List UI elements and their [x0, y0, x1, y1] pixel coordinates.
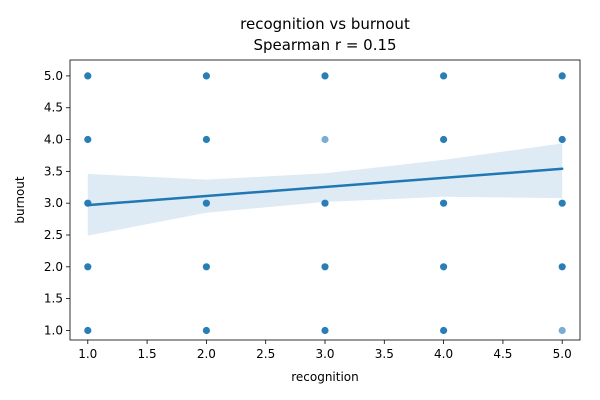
scatter-point — [558, 199, 566, 207]
x-tick-label: 1.0 — [78, 347, 97, 361]
x-tick-label: 2.0 — [197, 347, 216, 361]
scatter-point — [84, 326, 92, 335]
regression-line-layer — [86, 167, 564, 207]
scatter-point — [202, 326, 210, 335]
y-tick-label: 1.5 — [44, 292, 63, 306]
scatter-point — [202, 263, 210, 271]
scatter-point — [321, 135, 329, 144]
y-tick-label: 4.5 — [44, 101, 63, 115]
scatter-point — [440, 263, 448, 271]
y-tick-label: 5.0 — [44, 69, 63, 83]
confidence-band-layer — [87, 143, 563, 236]
scatter-point — [202, 199, 210, 207]
y-tick-label: 3.0 — [44, 196, 63, 210]
x-tick-label: 3.0 — [315, 347, 334, 361]
x-ticks: 1.0 1.5 2.0 2.5 3.0 3.5 4.0 4.5 5.0 — [78, 340, 572, 361]
y-tick-label: 3.5 — [44, 164, 63, 178]
x-axis-label: recognition — [291, 370, 359, 384]
scatter-point — [440, 199, 448, 207]
chart-title: recognition vs burnout — [240, 15, 410, 33]
y-tick-label: 2.5 — [44, 228, 63, 242]
x-tick-label: 1.5 — [138, 347, 157, 361]
scatter-point — [440, 72, 448, 80]
scatter-point — [321, 199, 329, 207]
x-tick-label: 4.5 — [493, 347, 512, 361]
scatter-point — [84, 135, 92, 144]
y-tick-label: 4.0 — [44, 133, 63, 147]
scatter-point — [558, 135, 566, 144]
scatter-point — [84, 263, 92, 271]
scatter-point — [558, 326, 566, 335]
x-tick-label: 5.0 — [553, 347, 572, 361]
scatter-point — [202, 72, 210, 80]
x-tick-label: 4.0 — [434, 347, 453, 361]
scatter-point — [440, 326, 448, 335]
points-layer — [84, 72, 566, 335]
y-tick-label: 2.0 — [44, 260, 63, 274]
regression-line — [86, 167, 564, 207]
scatter-point — [558, 72, 566, 80]
scatter-point — [321, 263, 329, 271]
confidence-band — [87, 143, 563, 236]
scatter-point — [321, 326, 329, 335]
y-tick-label: 1.0 — [44, 323, 63, 337]
scatter-point — [84, 72, 92, 80]
scatter-point — [321, 72, 329, 80]
chart-subtitle: Spearman r = 0.15 — [253, 36, 396, 54]
y-ticks: 1.0 1.5 2.0 2.5 3.0 3.5 4.0 4.5 5.0 — [44, 69, 70, 337]
scatter-point — [202, 135, 210, 144]
y-axis-label: burnout — [13, 176, 27, 223]
scatter-point — [440, 135, 448, 144]
x-tick-label: 2.5 — [256, 347, 275, 361]
x-tick-label: 3.5 — [375, 347, 394, 361]
scatter-point — [558, 263, 566, 271]
